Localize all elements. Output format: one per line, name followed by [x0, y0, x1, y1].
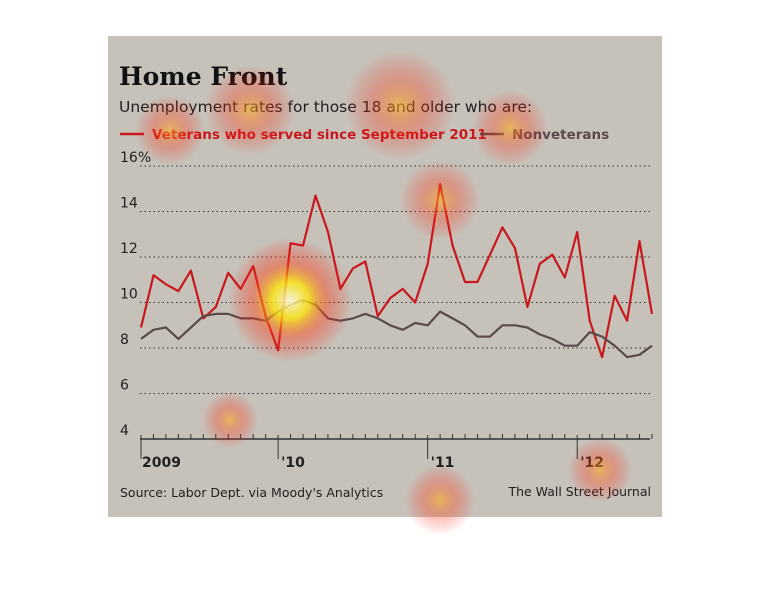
heat-spot [568, 438, 632, 502]
y-tick-label: 10 [120, 287, 138, 303]
heat-spot [400, 160, 480, 240]
heat-spot [228, 238, 352, 362]
heatmap-overlay [135, 50, 632, 535]
y-tick-label: 6 [120, 378, 129, 394]
y-tick-label: 14 [120, 196, 138, 212]
heat-spot [472, 90, 548, 166]
heat-spot [345, 50, 455, 160]
x-tick-label: 2009 [142, 455, 181, 471]
series-line [140, 299, 653, 359]
heat-spot [135, 95, 205, 165]
heat-spot [205, 65, 295, 155]
y-tick-label: 16% [120, 150, 151, 166]
y-tick-label: 4 [120, 423, 129, 439]
x-tick-label: '10 [281, 455, 305, 471]
heat-spot [405, 465, 475, 535]
series-line [139, 183, 654, 359]
y-tick-label: 8 [120, 332, 129, 348]
heat-spot [202, 392, 258, 448]
y-tick-label: 12 [120, 241, 138, 257]
source: Source: Labor Dept. via Moody's Analytic… [120, 485, 383, 500]
